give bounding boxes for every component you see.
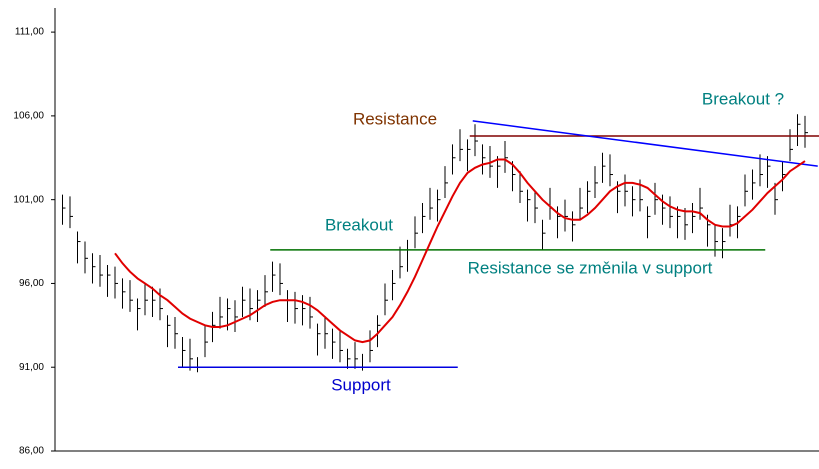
annotation-line bbox=[472, 120, 818, 167]
moving-average bbox=[114, 158, 806, 344]
annotation: Support bbox=[331, 375, 391, 394]
y-tick-label: 91,00 bbox=[19, 362, 44, 373]
y-tick-label: 101,00 bbox=[13, 194, 44, 205]
y-tick-label: 96,00 bbox=[19, 278, 44, 289]
annotation: Resistance se změnila v support bbox=[468, 258, 713, 277]
y-tick-label: 86,00 bbox=[19, 446, 44, 457]
y-tick-label: 111,00 bbox=[15, 27, 45, 38]
annotation: Resistance bbox=[353, 109, 437, 128]
annotation: Breakout ? bbox=[702, 89, 784, 108]
annotation: Breakout bbox=[325, 215, 393, 234]
y-tick-label: 106,00 bbox=[13, 111, 44, 122]
